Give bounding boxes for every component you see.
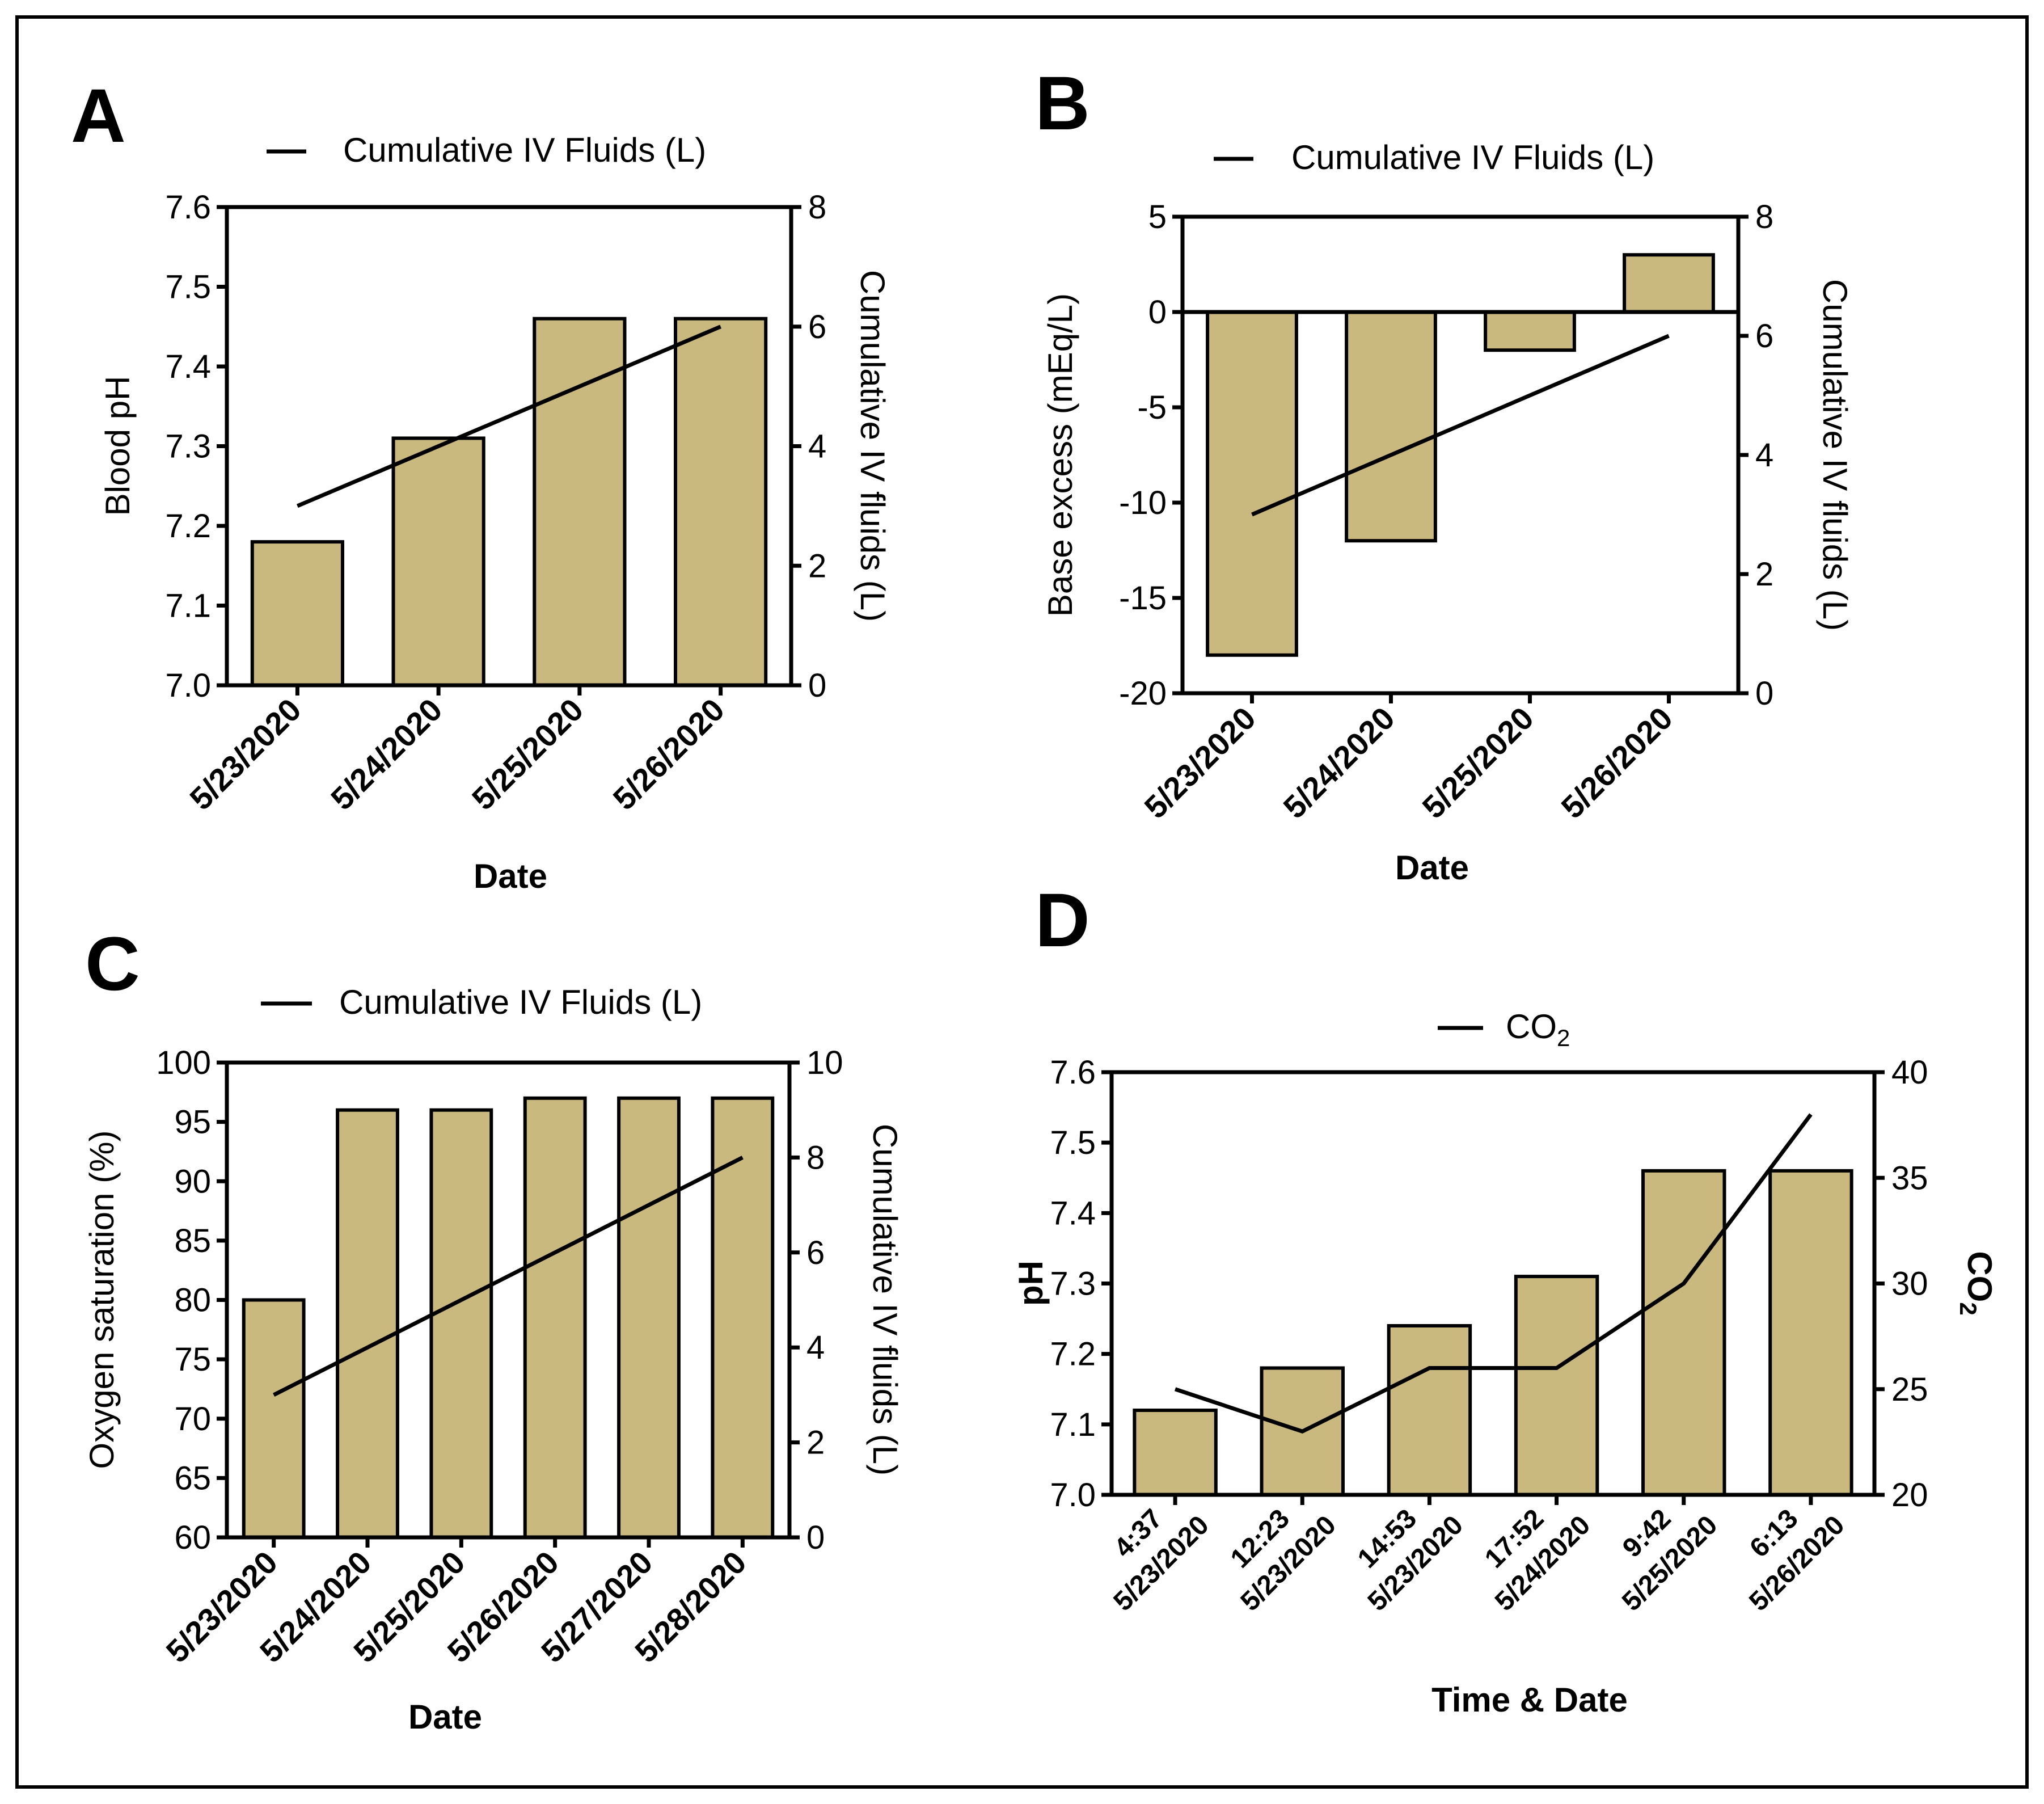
y-tick-label: 7.1 (1050, 1406, 1096, 1443)
y2-tick-label: 20 (1891, 1477, 1928, 1514)
bar-2 (336, 1108, 399, 1539)
y-tick-label: -15 (1119, 580, 1167, 617)
bar-5 (617, 1096, 681, 1539)
y2-tick-label: 6 (806, 1234, 825, 1271)
y-tick-label: -20 (1119, 675, 1167, 712)
panel-letter: A (71, 74, 126, 158)
line-series-co2 (1174, 1113, 1813, 1434)
bar-1 (1133, 1409, 1218, 1497)
y-tick-label: 7.5 (1050, 1124, 1096, 1161)
y2-tick-label: 4 (806, 1329, 825, 1366)
bar-4 (674, 317, 768, 687)
line-series-cumulative-iv-fluids-l (273, 1156, 744, 1397)
y-tick-label: 85 (174, 1223, 211, 1259)
y-tick-label: -5 (1137, 389, 1167, 426)
y-axis-title: Base excess (mEq/L) (1041, 293, 1079, 617)
y2-tick-label: 8 (806, 1139, 825, 1176)
legend-label: Cumulative IV Fluids (L) (1291, 138, 1654, 176)
panel-letter: B (1035, 61, 1090, 146)
legend-label: CO2 (1506, 1008, 1570, 1051)
panel-letter: D (1035, 878, 1090, 963)
y2-axis-title-main: CO (1961, 1251, 1999, 1302)
y2-tick-label: 2 (1755, 556, 1773, 593)
y-tick-label: 7.3 (165, 428, 211, 465)
y-tick-label: 7.3 (1050, 1266, 1096, 1303)
line-series-cumulative-iv-fluids-l (1251, 334, 1670, 517)
y-tick-label: 95 (174, 1104, 211, 1141)
y2-tick-label: 40 (1891, 1054, 1928, 1091)
y-tick-label: -10 (1119, 484, 1167, 521)
y2-tick-label: 30 (1891, 1266, 1928, 1303)
y-tick-label: 7.4 (165, 348, 211, 385)
y-tick-label: 75 (174, 1341, 211, 1378)
y-tick-label: 70 (174, 1401, 211, 1438)
y-tick-label: 0 (1148, 294, 1167, 331)
panel-letter: C (85, 922, 140, 1006)
y-tick-label: 7.6 (1050, 1054, 1096, 1091)
y2-tick-label: 0 (1755, 675, 1773, 712)
y-tick-label: 7.6 (165, 189, 211, 226)
legend-label-subscript: 2 (1557, 1025, 1570, 1051)
y-tick-label: 100 (156, 1044, 211, 1081)
y-tick-label: 90 (174, 1163, 211, 1200)
bar-5 (1641, 1169, 1726, 1497)
y2-tick-label: 6 (1755, 318, 1773, 355)
y2-tick-label: 4 (808, 428, 826, 465)
bar-4 (1514, 1275, 1599, 1497)
y2-axis-title-subscript: 2 (1955, 1302, 1982, 1315)
bar-3 (1387, 1324, 1472, 1497)
y-axis-title: Blood pH (99, 376, 137, 516)
y2-tick-label: 10 (806, 1044, 843, 1081)
legend-label-main: CO (1506, 1008, 1557, 1046)
y2-tick-label: 2 (808, 547, 826, 584)
bar-3 (533, 317, 627, 687)
y2-tick-label: 8 (808, 189, 826, 226)
y2-tick-label: 25 (1891, 1371, 1928, 1408)
legend-label: Cumulative IV Fluids (L) (343, 131, 706, 169)
bar-4 (1623, 253, 1715, 314)
y2-tick-label: 4 (1755, 437, 1773, 474)
legend-label: Cumulative IV Fluids (L) (339, 983, 702, 1021)
x-axis-title: Date (474, 857, 547, 895)
figure-border (15, 15, 2029, 1789)
line-series-cumulative-iv-fluids-l (297, 324, 721, 508)
bar-1 (1206, 310, 1298, 657)
y-tick-label: 7.5 (165, 269, 211, 306)
y-tick-label: 60 (174, 1519, 211, 1556)
y-axis-title: Oxygen saturation (%) (83, 1131, 121, 1469)
y-tick-label: 7.2 (165, 508, 211, 545)
y2-tick-label: 0 (806, 1519, 825, 1556)
y2-axis-title: CO2 (1955, 1251, 1999, 1315)
y2-tick-label: 0 (808, 667, 826, 704)
x-axis-title: Date (1395, 849, 1469, 887)
y-tick-label: 7.1 (165, 588, 211, 625)
y-tick-label: 7.0 (1050, 1477, 1096, 1514)
y-axis-title: pH (1012, 1261, 1050, 1306)
bar-6 (1768, 1169, 1853, 1497)
bar-3 (429, 1108, 493, 1539)
y2-tick-label: 8 (1755, 199, 1773, 235)
bar-1 (250, 540, 344, 687)
bar-2 (391, 436, 485, 687)
y2-axis-title: Cumulative IV fluids (L) (854, 270, 892, 622)
bar-2 (1345, 310, 1437, 543)
y-tick-label: 7.4 (1050, 1195, 1096, 1232)
y2-tick-label: 35 (1891, 1160, 1928, 1196)
y-tick-label: 65 (174, 1460, 211, 1497)
y2-tick-label: 2 (806, 1424, 825, 1461)
y-tick-label: 80 (174, 1282, 211, 1319)
bar-3 (1484, 310, 1576, 352)
y-tick-label: 5 (1148, 199, 1167, 235)
bar-1 (242, 1298, 306, 1539)
bar-6 (711, 1096, 775, 1539)
y-tick-label: 7.2 (1050, 1336, 1096, 1373)
y2-tick-label: 6 (808, 309, 826, 345)
y2-axis-title: Cumulative IV fluids (L) (1816, 279, 1854, 631)
y-tick-label: 7.0 (165, 667, 211, 704)
y2-axis-title: Cumulative IV fluids (L) (866, 1124, 904, 1476)
x-axis-title: Time & Date (1431, 1681, 1628, 1719)
x-axis-title: Date (408, 1698, 482, 1736)
bar-4 (523, 1096, 587, 1539)
